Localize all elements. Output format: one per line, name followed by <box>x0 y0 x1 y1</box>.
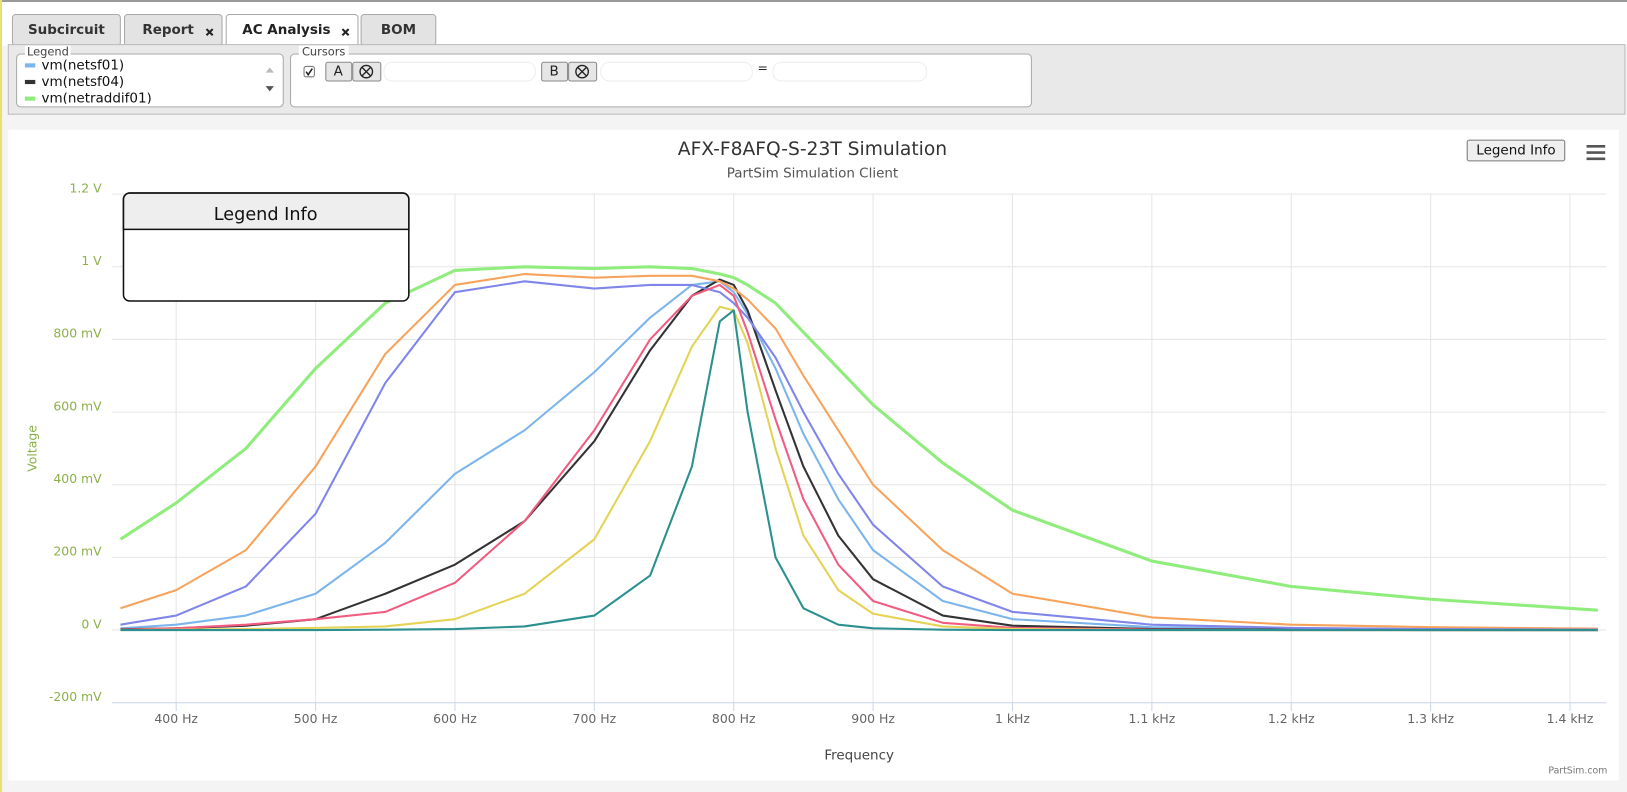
clear-icon <box>575 64 590 79</box>
x-tick-label: 1.1 kHz <box>1128 711 1175 726</box>
cursors-caption-bg <box>298 45 349 59</box>
legend-item: vm(netraddif01) <box>42 91 152 107</box>
y-tick-label: 1 V <box>81 253 102 268</box>
series-line <box>120 280 1598 631</box>
clear-icon <box>577 66 587 77</box>
tab-close[interactable] <box>205 28 214 37</box>
legend-info-button-label: Legend Info <box>1476 143 1555 159</box>
tab-label: AC Analysis <box>242 22 330 38</box>
legend-swatch <box>24 63 36 68</box>
scroll-up[interactable] <box>265 67 274 73</box>
x-axis-title: Frequency <box>824 748 894 764</box>
clear-icon <box>361 66 371 77</box>
cursor-a-input[interactable] <box>383 61 536 82</box>
legend-item: vm(netsf01) <box>42 57 125 73</box>
series-line <box>120 309 1598 632</box>
scroll-down[interactable] <box>265 86 274 92</box>
edge <box>0 0 3 792</box>
tab-label: BOM <box>381 22 416 38</box>
x-tick-label: 700 Hz <box>573 711 617 726</box>
legend-caption-bg <box>24 45 71 59</box>
series-line <box>119 265 1598 612</box>
y-axis-title: Voltage <box>25 425 40 472</box>
x-tick-label: 1.2 kHz <box>1268 711 1315 726</box>
y-tick-label: -200 mV <box>49 689 102 704</box>
chart-title: AFX-F8AFQ-S-23T Simulation <box>678 139 947 160</box>
tab[interactable]: AC Analysis <box>225 14 359 48</box>
y-tick-label: 200 mV <box>53 544 102 559</box>
tab-close[interactable] <box>341 28 350 37</box>
legend-info-button[interactable] <box>1466 139 1566 162</box>
tab-label: Report <box>142 22 194 38</box>
equals: = <box>757 60 767 75</box>
cursor-b-label: B <box>549 64 558 80</box>
y-tick-label: 600 mV <box>53 398 102 413</box>
cursor-a-label: A <box>334 64 344 80</box>
menu-icon[interactable] <box>1586 145 1606 161</box>
tab-label: Subcircuit <box>28 22 105 38</box>
series-line <box>120 278 1598 632</box>
y-tick-label: 400 mV <box>53 471 102 486</box>
legend-items: vm(netsf01)vm(netsf04)vm(netraddif01) <box>24 57 152 107</box>
legend-fieldset <box>16 53 284 108</box>
legend-info-box: Legend Info <box>122 192 410 302</box>
checkbox[interactable] <box>303 65 315 78</box>
cursors-caption: Cursors <box>302 44 345 58</box>
cursor-diff-input[interactable] <box>772 61 928 82</box>
y-tick-label: 800 mV <box>53 326 102 341</box>
check-mark <box>305 68 313 77</box>
x-tick-label: 400 Hz <box>154 711 198 726</box>
tab[interactable]: BOM <box>360 14 437 47</box>
cursor-b-input[interactable] <box>600 61 753 82</box>
cursor-a-button[interactable] <box>325 61 353 82</box>
legend-info-header <box>122 192 410 231</box>
legend-item: vm(netsf04) <box>42 74 125 90</box>
cursor-b-button[interactable] <box>541 61 569 82</box>
x-tick-label: 800 Hz <box>712 711 756 726</box>
series-line <box>120 280 1598 632</box>
chart-subtitle: PartSim Simulation Client <box>727 165 898 181</box>
series-line <box>120 272 1598 630</box>
x-tick-label: 1.3 kHz <box>1407 711 1454 726</box>
clear-icon <box>359 64 374 79</box>
x-tick-label: 600 Hz <box>433 711 477 726</box>
legend-swatch <box>24 96 36 101</box>
legend-swatch <box>24 79 36 85</box>
credit: PartSim.com <box>1548 766 1607 777</box>
legend-info-title: Legend Info <box>214 205 318 225</box>
y-tick-label: 0 V <box>81 616 102 631</box>
tab[interactable]: Report <box>123 14 223 47</box>
x-tick-label: 1 kHz <box>995 711 1030 726</box>
tab[interactable]: Subcircuit <box>11 14 121 47</box>
y-tick-label: 1.2 V <box>69 180 102 195</box>
x-tick-label: 500 Hz <box>294 711 338 726</box>
x-tick-label: 900 Hz <box>851 711 895 726</box>
legend-caption: Legend <box>27 44 69 58</box>
x-tick-label: 1.4 kHz <box>1547 711 1594 726</box>
